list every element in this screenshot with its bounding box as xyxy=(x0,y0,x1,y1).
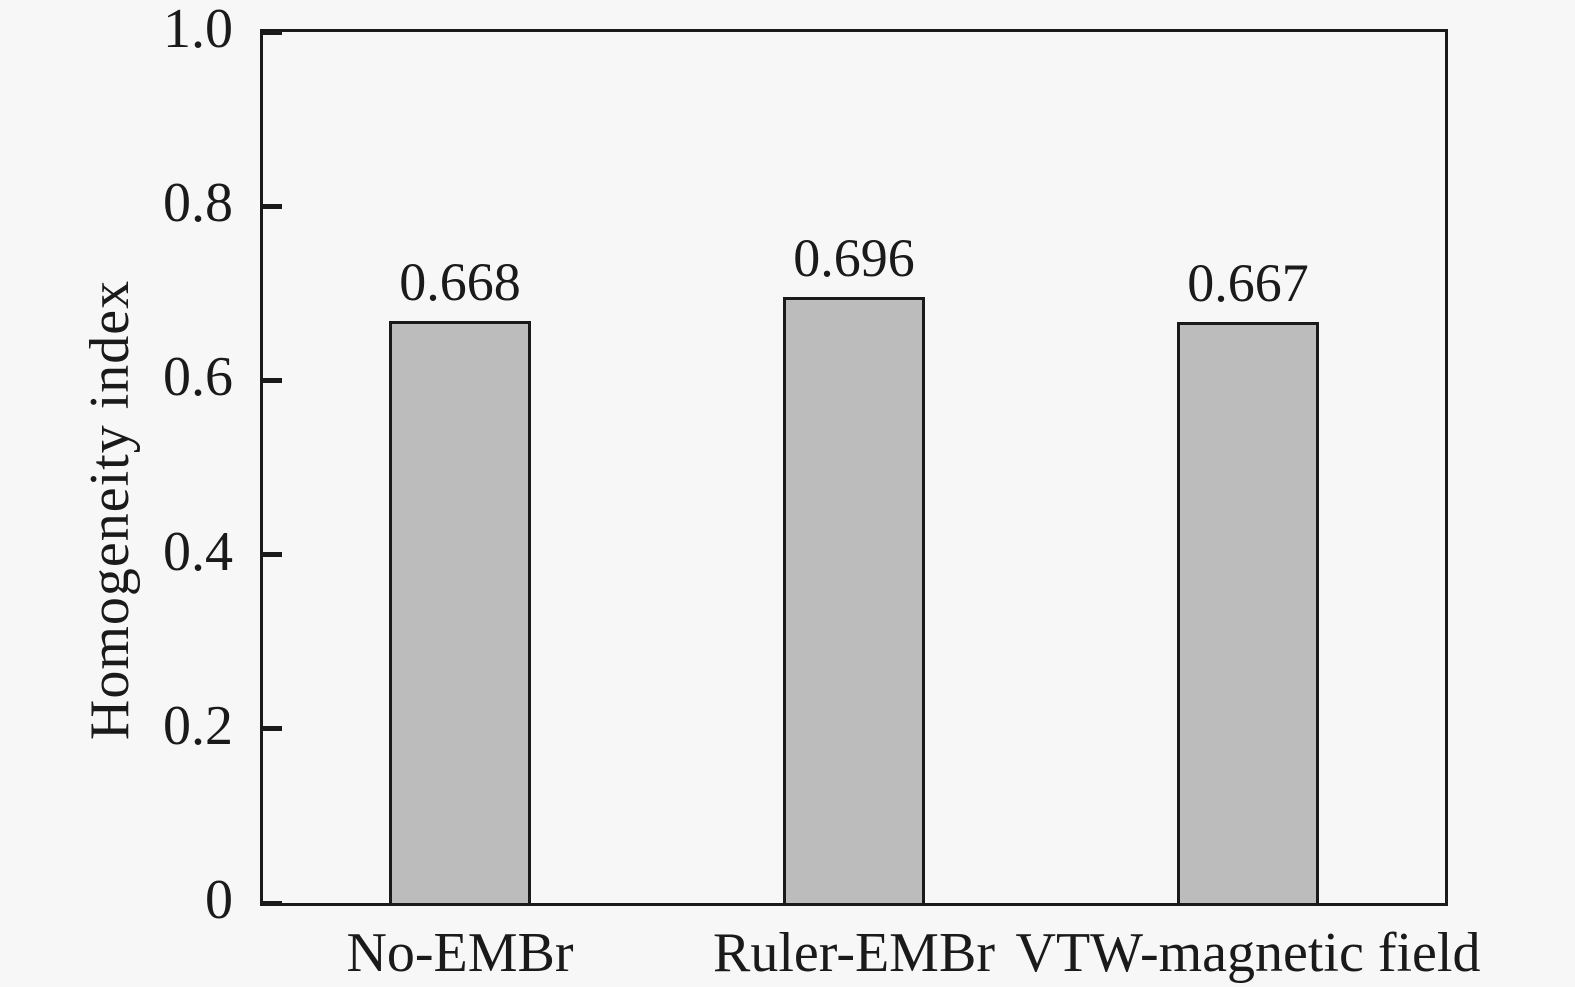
y-tick-label: 0.6 xyxy=(163,346,233,409)
y-axis-title: Homogeneity index xyxy=(79,279,141,741)
y-tick-mark xyxy=(263,552,282,558)
x-category-label: Ruler-EMBr xyxy=(713,922,995,984)
bar-value-label: 0.667 xyxy=(1187,253,1309,314)
x-category-label: No-EMBr xyxy=(346,922,574,984)
plot-area: 0 0.2 0.4 0.6 0.8 1.0 0.668 No-EMBr 0.696 Ruler-E… xyxy=(163,1,1480,981)
bar-value-label: 0.668 xyxy=(399,252,521,313)
bar-1 xyxy=(388,321,531,903)
y-tick-mark xyxy=(263,29,282,35)
y-tick-mark xyxy=(263,726,282,732)
y-tick-mark xyxy=(263,900,282,906)
bar-2 xyxy=(783,296,925,903)
y-tick-mark xyxy=(263,203,282,209)
y-tick-label: 1.0 xyxy=(163,0,233,61)
y-tick-label: 0.2 xyxy=(163,694,233,757)
bar-value-label: 0.696 xyxy=(793,227,915,288)
y-tick-mark xyxy=(263,377,282,383)
y-tick-label: 0.4 xyxy=(163,520,233,583)
x-category-label: VTW-magnetic field xyxy=(1015,922,1481,984)
bar-3 xyxy=(1177,322,1319,903)
y-tick-label: 0 xyxy=(205,869,233,932)
y-tick-label: 0.8 xyxy=(163,172,233,235)
